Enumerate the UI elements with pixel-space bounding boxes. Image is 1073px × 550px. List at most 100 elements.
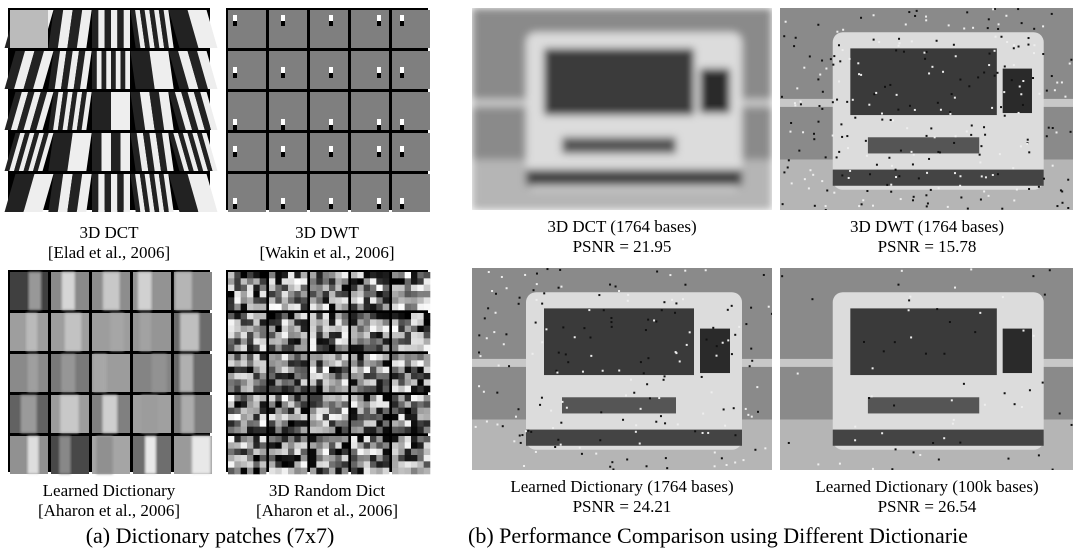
cell [323,345,330,352]
noise [675,351,677,353]
noise [671,299,673,301]
cell [234,427,241,434]
noise [872,367,874,369]
cell [288,436,295,443]
cell [405,367,412,374]
noise [927,202,929,204]
cell [241,401,248,408]
noise [897,284,899,286]
cell [316,395,323,402]
cell [241,395,248,402]
cell [247,461,254,468]
cell [357,386,364,393]
cell [383,468,390,475]
cell [247,304,254,311]
cell [247,332,254,339]
patch-shade [180,354,194,392]
dot [281,73,285,78]
cell [228,272,235,279]
patch-shade [103,272,120,310]
cell [323,373,330,380]
cell [247,367,254,374]
cell [260,449,267,456]
cell [228,291,235,298]
noise [793,45,795,47]
patch [269,10,307,48]
cell [357,297,364,304]
cell [424,468,431,475]
noise [997,28,999,30]
cell [351,455,358,462]
noise [937,151,939,153]
noise [536,299,538,301]
cell [364,360,371,367]
patch [310,133,348,171]
noise [532,353,534,355]
cell [288,408,295,415]
cell [357,313,364,320]
noise [895,169,897,171]
cell [364,379,371,386]
bumper [526,430,742,446]
cell [329,291,336,298]
cell [310,395,317,402]
dot [281,67,285,73]
cell [269,373,276,380]
cell [383,354,390,361]
cell [294,379,301,386]
cell [417,379,424,386]
noise [1042,382,1044,384]
cell [316,408,323,415]
patch [351,272,389,310]
cell [241,304,248,311]
noise [603,309,605,311]
cell [269,291,276,298]
patch [130,92,173,130]
cell [310,408,317,415]
cell [376,436,383,443]
noise [763,274,765,276]
cell [323,297,330,304]
noise [895,448,897,450]
noise [809,169,811,171]
cell [282,455,289,462]
cell [398,354,405,361]
cell [351,360,358,367]
cell [269,408,276,415]
cell [424,354,431,361]
patch [310,272,348,310]
noise [599,439,601,441]
noise [908,299,910,301]
noise [701,376,703,378]
cell [370,338,377,345]
noise [875,92,877,94]
noise [839,463,841,465]
cell [294,408,301,415]
cell [228,468,235,475]
cell [351,468,358,475]
noise [865,140,867,142]
cell [260,395,267,402]
noise [1028,151,1030,153]
noise [1027,139,1029,141]
patch [92,313,130,351]
noise [635,431,637,433]
cell [228,414,235,421]
noise [724,425,726,427]
cell [383,442,390,449]
patch [133,395,171,433]
noise [478,351,480,353]
cell [329,319,336,326]
noise [908,309,910,311]
noise [984,134,986,136]
patch [10,354,48,392]
cell [316,468,323,475]
patch [310,354,348,392]
cell [288,442,295,449]
noise [781,96,783,98]
noise [825,205,827,207]
noise [796,87,798,89]
cell [370,373,377,380]
cell [294,373,301,380]
noise [959,442,961,444]
